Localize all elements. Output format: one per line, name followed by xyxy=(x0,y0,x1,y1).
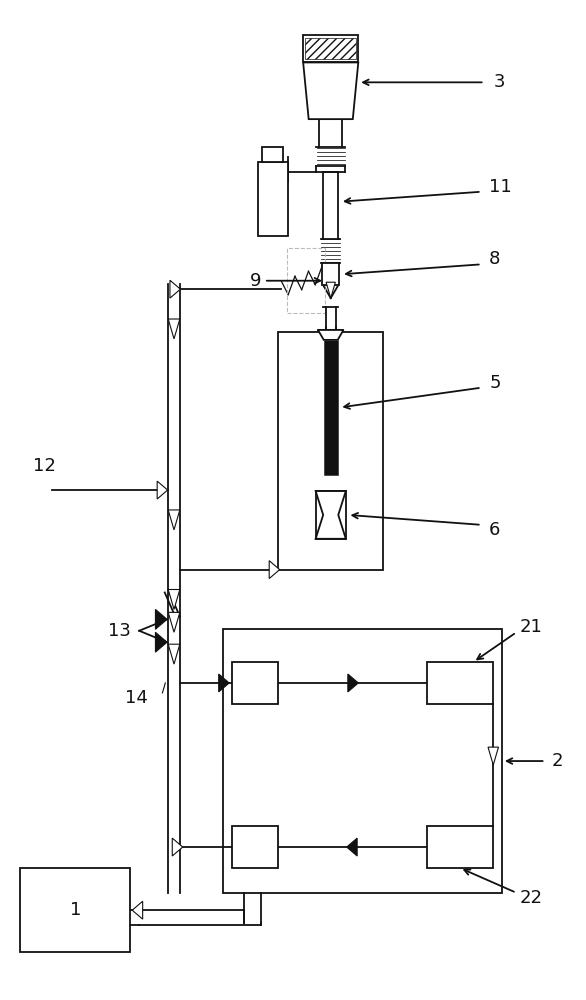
Polygon shape xyxy=(155,632,167,652)
Bar xyxy=(263,147,283,162)
Polygon shape xyxy=(269,561,280,579)
Text: 6: 6 xyxy=(489,521,500,539)
Bar xyxy=(232,826,278,868)
Text: 9: 9 xyxy=(250,272,261,290)
Polygon shape xyxy=(170,280,180,298)
Polygon shape xyxy=(168,612,180,632)
Polygon shape xyxy=(326,282,335,298)
Text: 14: 14 xyxy=(125,689,148,707)
Bar xyxy=(232,662,278,704)
Polygon shape xyxy=(348,674,358,692)
Polygon shape xyxy=(168,319,180,339)
Polygon shape xyxy=(168,644,180,664)
Bar xyxy=(20,868,131,952)
Text: 12: 12 xyxy=(33,457,56,475)
Polygon shape xyxy=(303,62,358,119)
Text: 1: 1 xyxy=(70,901,81,919)
Bar xyxy=(287,248,325,313)
Polygon shape xyxy=(219,674,229,692)
Bar xyxy=(303,35,358,62)
Text: 22: 22 xyxy=(519,889,543,907)
Text: 13: 13 xyxy=(108,622,131,640)
Text: 11: 11 xyxy=(489,178,512,196)
Polygon shape xyxy=(168,589,180,609)
Polygon shape xyxy=(157,481,168,499)
Polygon shape xyxy=(347,838,357,856)
Bar xyxy=(316,491,346,539)
Text: 3: 3 xyxy=(493,73,505,91)
Bar xyxy=(258,162,288,236)
Bar xyxy=(322,263,339,285)
Polygon shape xyxy=(316,491,346,539)
Text: 2: 2 xyxy=(551,752,563,770)
Polygon shape xyxy=(132,901,142,919)
Polygon shape xyxy=(168,510,180,530)
Polygon shape xyxy=(488,747,499,765)
Bar xyxy=(305,38,356,59)
Text: 8: 8 xyxy=(489,250,500,268)
Bar xyxy=(223,629,502,893)
Polygon shape xyxy=(155,609,167,629)
Bar xyxy=(278,332,383,570)
Text: 21: 21 xyxy=(519,618,542,636)
Polygon shape xyxy=(172,838,183,856)
Polygon shape xyxy=(318,330,343,340)
Bar xyxy=(427,826,493,868)
Text: 5: 5 xyxy=(489,374,500,392)
Bar xyxy=(323,340,338,475)
Bar xyxy=(427,662,493,704)
